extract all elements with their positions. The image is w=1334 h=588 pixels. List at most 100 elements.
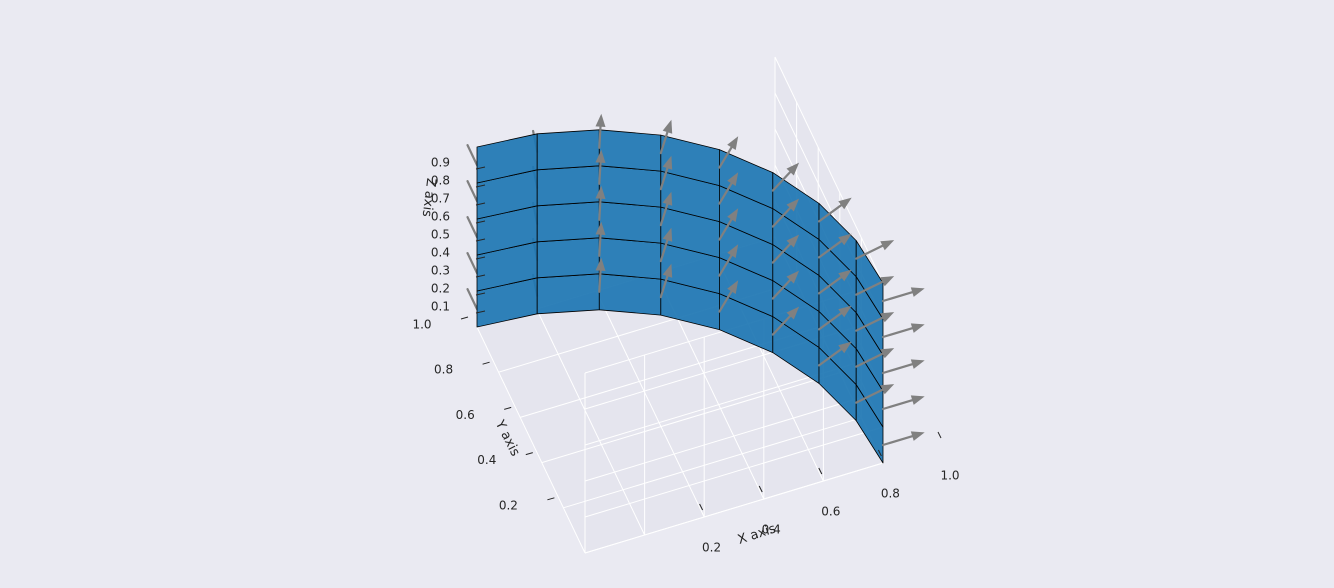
quiver-arrow-shaft (466, 288, 479, 311)
tick-mark (475, 274, 486, 278)
z-tick-label: 0.4 (431, 246, 450, 260)
gridline (584, 426, 884, 518)
gridline (774, 56, 884, 284)
quiver-arrow-shaft (881, 363, 914, 375)
quiver-arrow-head (838, 233, 852, 246)
quiver-arrow-shaft (855, 388, 884, 404)
quiver-arrow-shaft (881, 435, 914, 447)
quiver-arrow-shaft (598, 269, 602, 293)
quiver-arrow-shaft (466, 252, 479, 275)
quiver-arrow-shaft (771, 314, 792, 336)
quiver-arrow-head (786, 234, 800, 248)
surface-mesh (476, 129, 884, 464)
quiver-arrow-shaft (659, 239, 669, 263)
quiver-arrow-shaft (771, 170, 792, 192)
quiver-arrow-head (727, 136, 739, 150)
tick-mark (758, 485, 763, 493)
surface-patch (598, 201, 662, 244)
tick-mark (482, 361, 490, 365)
quiver-arrow-shaft (718, 146, 733, 169)
quiver-arrow-head (786, 306, 800, 320)
tick-mark (818, 467, 823, 475)
quiver-arrow-head (595, 149, 606, 163)
gridline (476, 326, 586, 554)
y-tick-label: 0.4 (477, 453, 496, 467)
y-tick-label: 0.6 (456, 408, 475, 422)
z-tick-label: 0.8 (431, 174, 450, 188)
quiver-arrow-head (838, 341, 852, 354)
quiver-arrow-head (662, 155, 673, 170)
surface-patch (536, 201, 600, 243)
quiver-front (595, 113, 925, 447)
quiver-arrow-shaft (881, 291, 914, 303)
quiver-arrow-head (662, 263, 673, 278)
surface-patch (536, 129, 600, 171)
z-tick-label: 0.1 (431, 300, 450, 314)
quiver-arrow-head (727, 244, 739, 258)
quiver-arrow-head (786, 162, 800, 176)
quiver-arrow-head (880, 240, 895, 251)
gridline (584, 462, 884, 554)
quiver-arrow-shaft (718, 218, 733, 241)
quiver-arrow-shaft (466, 216, 479, 239)
tick-mark (937, 431, 942, 439)
x-tick-label: 0.6 (821, 505, 840, 519)
quiver-arrow-shaft (881, 399, 914, 411)
quiver-arrow-shaft (466, 144, 479, 167)
z-tick-label: 0.6 (431, 210, 450, 224)
quiver-arrow-shaft (598, 161, 602, 185)
z-tick-label: 0.9 (431, 156, 450, 170)
quiver-arrow-head (910, 395, 925, 405)
x-tick-label: 0.8 (881, 487, 900, 501)
quiver-arrow-head (910, 287, 925, 297)
quiver-arrow-head (662, 227, 673, 242)
z-tick-label: 0.5 (431, 228, 450, 242)
quiver-arrow-head (727, 208, 739, 222)
quiver-arrow-shaft (771, 206, 792, 228)
tick-mark (525, 452, 533, 456)
quiver-arrow-shaft (718, 290, 733, 313)
quiver-arrow-head (727, 280, 739, 294)
quiver-arrow-head (910, 431, 925, 441)
quiver-arrow-shaft (659, 275, 669, 299)
x-axis-title: X axis (736, 521, 778, 547)
quiver-arrow-shaft (855, 316, 884, 332)
x-tick-label: 0.2 (702, 541, 721, 555)
quiver-arrow-shaft (718, 182, 733, 205)
quiver-arrow-head (595, 221, 606, 235)
quiver-arrow-shaft (855, 244, 884, 260)
quiver-arrow-head (880, 348, 895, 359)
x-tick-label: 1.0 (940, 469, 959, 483)
tick-mark (547, 497, 555, 501)
tick-mark (475, 256, 486, 260)
quiver-arrow-shaft (855, 352, 884, 368)
quiver-arrow-shaft (718, 254, 733, 277)
quiver-arrow-shaft (659, 167, 669, 191)
quiver-arrow-shaft (659, 131, 669, 155)
quiver-arrow-head (910, 359, 925, 369)
tick-mark (877, 449, 882, 457)
z-tick-label: 0.2 (431, 282, 450, 296)
gridline (541, 372, 840, 464)
tick-mark (460, 316, 469, 320)
quiver-arrow-head (595, 113, 606, 127)
quiver-arrow-shaft (881, 327, 914, 339)
y-tick-label: 0.2 (499, 498, 518, 512)
quiver-arrow-head (910, 323, 925, 333)
surface-patch (598, 273, 662, 316)
tick-mark (475, 238, 486, 242)
tick-mark (475, 292, 486, 296)
quiver-arrow-shaft (771, 242, 792, 264)
tick-mark (475, 220, 486, 224)
x-tick-label: 0.4 (762, 523, 781, 537)
quiver-arrow-shaft (598, 233, 602, 257)
surface-patch (598, 237, 662, 280)
quiver-arrow-head (595, 257, 606, 271)
z-tick-label: 0.3 (431, 264, 450, 278)
quiver-arrow-shaft (598, 125, 602, 149)
quiver-arrow-head (595, 185, 606, 199)
quiver-arrow-head (838, 269, 852, 282)
quiver-arrow-shaft (817, 312, 843, 331)
quiver-arrow-head (838, 305, 852, 318)
quiver-arrow-shaft (659, 203, 669, 227)
